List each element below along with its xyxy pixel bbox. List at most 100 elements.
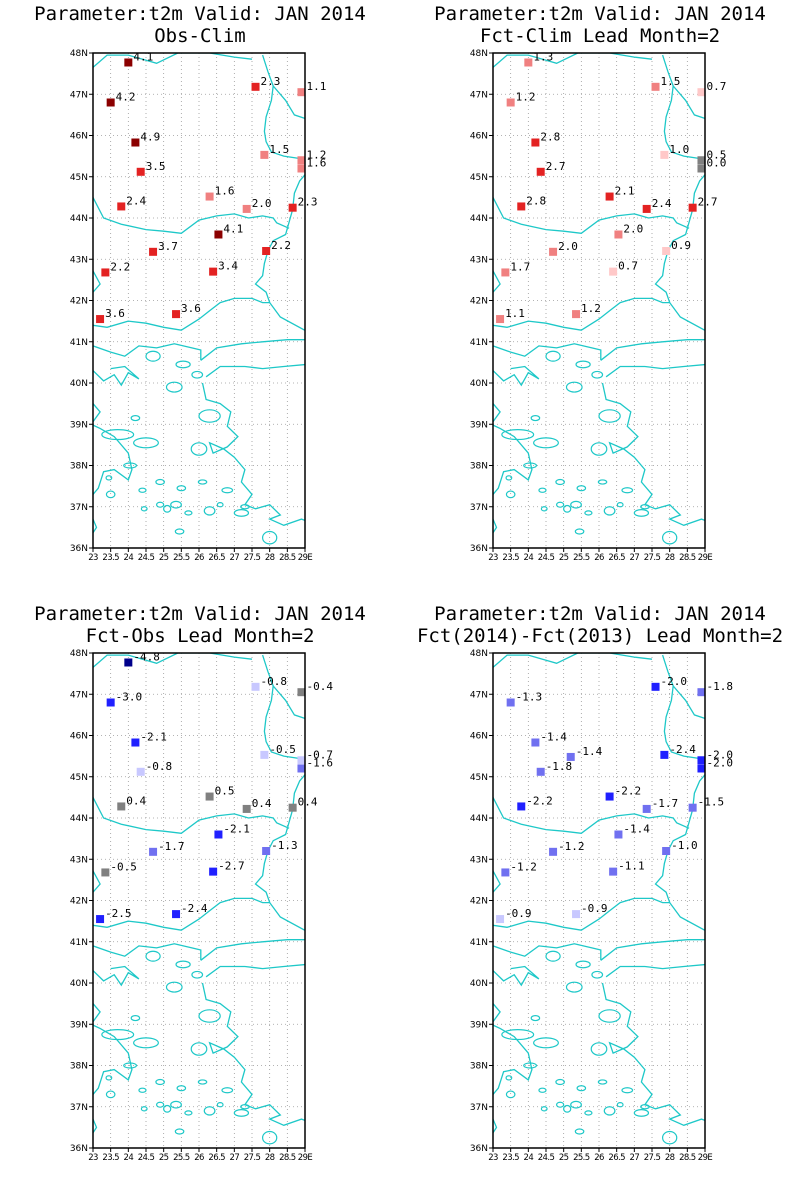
island-outline <box>174 1128 185 1135</box>
island-outline <box>540 506 548 512</box>
station-marker <box>101 268 110 277</box>
map-area <box>93 53 305 584</box>
lon-tick-label: 26 <box>594 1153 604 1163</box>
coastline <box>93 365 140 387</box>
station-marker <box>297 164 306 173</box>
lon-tick-label: 28.5 <box>279 553 296 563</box>
station-marker <box>614 230 623 239</box>
lat-tick-label: 40N <box>70 379 88 389</box>
coastline <box>200 339 305 361</box>
island-outline <box>138 1087 147 1093</box>
station-value-label: -1.4 <box>576 745 603 758</box>
lon-tick-label: 28 <box>265 1153 275 1163</box>
station-value-label: 0.7 <box>706 80 726 93</box>
station-value-label: -2.4 <box>669 743 696 756</box>
coastline <box>93 197 290 234</box>
island-outline <box>661 530 678 545</box>
map-plot: 4.12.3 1.14.24.91.5 1.21.63.51.62.02.4 2.34… <box>70 49 327 584</box>
island-outline <box>170 1100 182 1109</box>
coastline <box>112 569 209 584</box>
station-marker <box>149 247 158 256</box>
island-outline <box>616 1102 624 1108</box>
coastline <box>672 685 705 720</box>
station-value-label: 2.2 <box>271 239 291 252</box>
island-outline <box>240 1104 250 1110</box>
island-outline <box>140 1106 148 1112</box>
island-outline <box>240 504 250 510</box>
lon-tick-label: 27.5 <box>644 553 661 563</box>
station-value-label: 4.9 <box>140 131 160 144</box>
island-outline <box>530 1014 541 1022</box>
island-outline <box>545 350 561 362</box>
lat-tick-label: 43N <box>70 255 88 265</box>
lat-tick-label: 44N <box>70 814 88 824</box>
coastline <box>93 943 202 961</box>
station-marker <box>131 738 140 747</box>
station-marker <box>288 203 297 212</box>
coastline <box>112 1169 209 1184</box>
station-value-label: -2.0 <box>706 757 733 770</box>
lat-tick-label: 41N <box>470 938 488 948</box>
lon-tick-label: 25.5 <box>173 553 190 563</box>
island-outline <box>523 1062 538 1069</box>
station-marker <box>517 202 526 211</box>
island-outline <box>533 437 559 449</box>
station-value-label: 1.1 <box>306 80 326 93</box>
lat-tick-label: 40N <box>470 979 488 989</box>
lat-tick-label: 36N <box>470 1144 488 1154</box>
station-value-label: 2.0 <box>623 223 643 236</box>
lat-tick-label: 37N <box>70 1103 88 1113</box>
island-outline <box>130 1014 141 1022</box>
island-outline <box>621 1087 634 1094</box>
lon-tick-label: 25.5 <box>573 553 590 563</box>
lat-tick-label: 45N <box>70 173 88 183</box>
station-value-label: -0.4 <box>306 680 333 693</box>
lon-tick-label: 27 <box>630 1153 640 1163</box>
station-value-label: -2.1 <box>140 731 167 744</box>
island-outline <box>105 1075 113 1081</box>
coastline <box>493 653 653 668</box>
island-outline <box>163 504 172 513</box>
station-value-label: 0.4 <box>252 797 272 810</box>
station-value-label: -1.8 <box>546 760 573 773</box>
map-plot: 1.31.5 0.71.22.81.0 0.50.02.72.12.42.8 2.72… <box>470 49 727 563</box>
coastline <box>93 269 101 293</box>
station-marker <box>506 698 515 707</box>
station-marker <box>697 164 706 173</box>
island-outline <box>123 1062 138 1069</box>
coastline <box>493 197 690 234</box>
station-marker <box>501 868 510 877</box>
lon-tick-label: 29E <box>698 1153 713 1163</box>
lat-tick-label: 48N <box>70 49 88 59</box>
island-outline <box>555 1101 565 1108</box>
lon-tick-label: 28 <box>665 553 675 563</box>
coastline <box>93 297 270 331</box>
island-outline <box>505 1090 516 1099</box>
station-value-label: 1.1 <box>505 307 525 320</box>
station-marker <box>651 82 660 91</box>
island-outline <box>565 381 583 393</box>
island-outline <box>101 429 135 441</box>
island-outline <box>590 442 608 456</box>
station-value-label: -1.5 <box>698 796 725 809</box>
island-outline <box>184 510 193 516</box>
station-value-label: 2.0 <box>252 197 272 210</box>
map-area <box>93 653 305 1184</box>
station-marker <box>205 792 214 801</box>
island-outline <box>570 500 582 509</box>
station-marker <box>262 247 271 255</box>
island-outline <box>203 506 216 516</box>
lat-tick-label: 43N <box>470 855 488 865</box>
island-outline <box>545 950 561 962</box>
station-marker <box>572 910 581 919</box>
lat-tick-label: 41N <box>70 938 88 948</box>
island-outline <box>123 462 138 469</box>
station-value-label: 2.7 <box>546 160 566 173</box>
island-outline <box>574 1128 585 1135</box>
station-value-label: 2.0 <box>558 240 578 253</box>
island-outline <box>105 490 116 499</box>
coastline <box>493 897 670 931</box>
station-value-label: 2.8 <box>540 131 560 144</box>
station-value-label: -2.2 <box>526 794 553 807</box>
island-outline <box>261 530 278 545</box>
